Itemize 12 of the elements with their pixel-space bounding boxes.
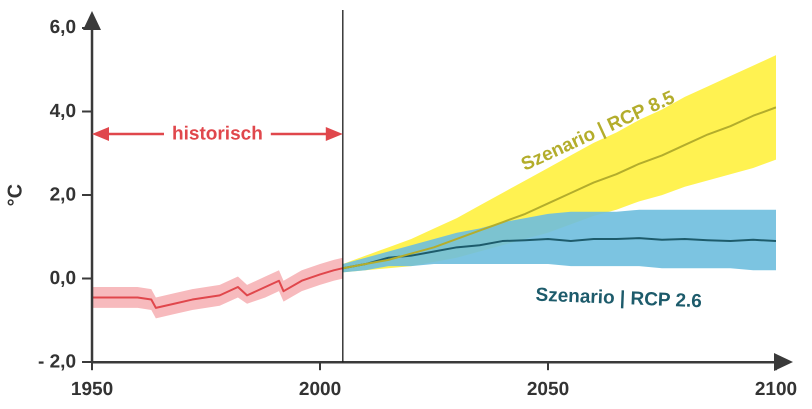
x-tick-label: 2100 bbox=[754, 378, 798, 400]
text: Szenario | RCP 2.6 bbox=[535, 284, 702, 312]
y-tick-label: 6,0 bbox=[50, 17, 76, 38]
x-tick-label: 1950 bbox=[70, 378, 114, 400]
y-axis-title: °C bbox=[4, 184, 27, 206]
annotation: historisch bbox=[172, 124, 263, 145]
x-tick-label: 2050 bbox=[526, 378, 570, 400]
y-tick-label: - 2,0 bbox=[38, 351, 76, 372]
y-tick-label: 2,0 bbox=[50, 184, 76, 206]
x-tick-label: 2000 bbox=[298, 378, 342, 400]
y-tick-label: 4,0 bbox=[50, 100, 76, 122]
y-tick-label: 0,0 bbox=[50, 268, 76, 289]
